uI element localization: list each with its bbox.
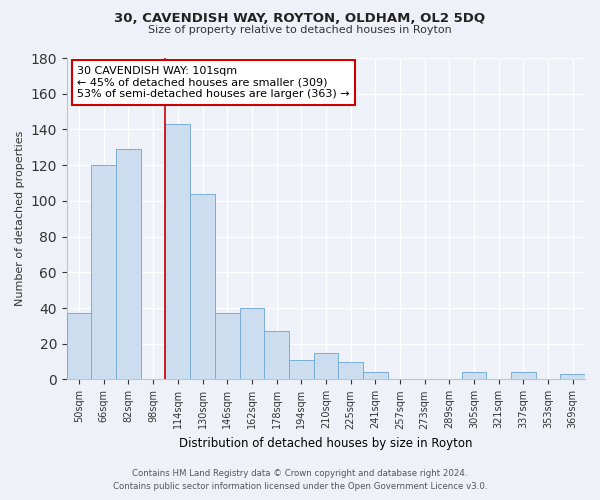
Bar	[511, 372, 536, 380]
Bar	[338, 362, 363, 380]
Bar	[264, 331, 289, 380]
Bar	[314, 352, 338, 380]
Bar	[67, 314, 91, 380]
X-axis label: Distribution of detached houses by size in Royton: Distribution of detached houses by size …	[179, 437, 473, 450]
Text: Contains HM Land Registry data © Crown copyright and database right 2024.
Contai: Contains HM Land Registry data © Crown c…	[113, 470, 487, 491]
Text: 30 CAVENDISH WAY: 101sqm
← 45% of detached houses are smaller (309)
53% of semi-: 30 CAVENDISH WAY: 101sqm ← 45% of detach…	[77, 66, 350, 99]
Bar	[363, 372, 388, 380]
Bar	[215, 314, 239, 380]
Bar	[289, 360, 314, 380]
Bar	[190, 194, 215, 380]
Bar	[560, 374, 585, 380]
Text: Size of property relative to detached houses in Royton: Size of property relative to detached ho…	[148, 25, 452, 35]
Y-axis label: Number of detached properties: Number of detached properties	[15, 131, 25, 306]
Bar	[116, 149, 141, 380]
Bar	[239, 308, 264, 380]
Bar	[461, 372, 486, 380]
Bar	[166, 124, 190, 380]
Text: 30, CAVENDISH WAY, ROYTON, OLDHAM, OL2 5DQ: 30, CAVENDISH WAY, ROYTON, OLDHAM, OL2 5…	[115, 12, 485, 26]
Bar	[91, 165, 116, 380]
